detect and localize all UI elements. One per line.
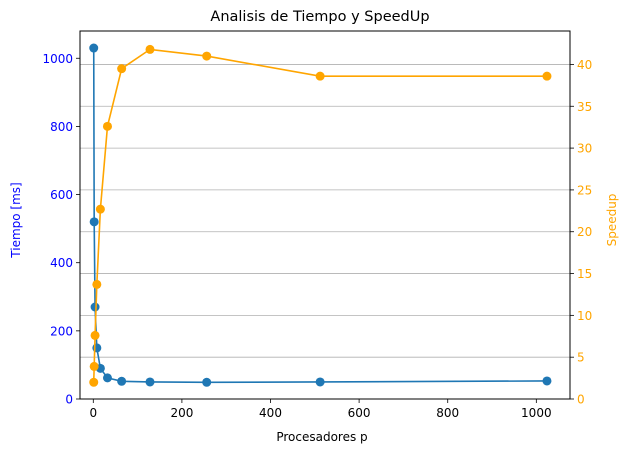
tiempo-point <box>89 43 99 53</box>
speedup-point <box>542 71 552 81</box>
x-axis-label: Procesadores p <box>276 430 367 444</box>
x-tick-label: 800 <box>436 406 459 420</box>
tiempo-line <box>92 48 547 384</box>
x-tick-label: 0 <box>89 406 97 420</box>
right-y-axis-label: Speedup <box>605 194 619 247</box>
grid-layer <box>80 64 570 358</box>
speedup-point <box>315 71 325 81</box>
speedup-line <box>92 48 547 383</box>
left-y-axis: 0 200 400 600 800 1000 <box>42 52 80 407</box>
tiempo-point <box>92 343 102 353</box>
tiempo-point <box>90 302 100 312</box>
x-tick-label: 200 <box>170 406 193 420</box>
speedup-point <box>89 361 99 371</box>
right-y-tick-label: 5 <box>577 351 585 365</box>
tiempo-point <box>89 217 99 227</box>
left-y-tick-label: 800 <box>50 120 73 134</box>
tiempo-point <box>315 377 325 387</box>
left-y-axis-label: Tiempo [ms] <box>9 182 23 258</box>
speedup-point <box>89 377 99 387</box>
left-y-tick-label: 400 <box>50 256 73 270</box>
chart-title: Analisis de Tiempo y SpeedUp <box>210 9 429 25</box>
left-y-tick-label: 600 <box>50 188 73 202</box>
plot-frame <box>79 30 571 400</box>
speedup-point <box>117 64 127 74</box>
tiempo-point <box>145 377 155 387</box>
right-y-tick-label: 0 <box>577 393 585 407</box>
left-y-tick-label: 0 <box>65 393 73 407</box>
speedup-point <box>90 330 100 340</box>
x-tick-label: 600 <box>348 406 371 420</box>
x-tick-label: 1000 <box>521 406 552 420</box>
speedup-point <box>102 121 112 131</box>
speedup-point <box>92 279 102 289</box>
tiempo-point <box>102 373 112 383</box>
x-tick-label: 400 <box>259 406 282 420</box>
x-axis: 0 200 400 600 800 1000 <box>89 399 552 420</box>
right-y-axis: 0 5 10 15 20 25 30 35 40 <box>570 58 592 407</box>
right-y-tick-label: 25 <box>577 183 592 197</box>
right-y-tick-label: 10 <box>577 309 592 323</box>
speedup-point <box>95 204 105 214</box>
tiempo-point <box>202 377 212 387</box>
left-y-tick-label: 1000 <box>42 52 73 66</box>
series-layer <box>89 43 552 387</box>
tiempo-point <box>117 376 127 386</box>
speedup-point <box>202 51 212 61</box>
right-y-tick-label: 20 <box>577 225 592 239</box>
right-y-tick-label: 15 <box>577 267 592 281</box>
left-y-tick-label: 200 <box>50 324 73 338</box>
speedup-point <box>145 44 155 54</box>
right-y-tick-label: 40 <box>577 58 592 72</box>
right-y-tick-label: 30 <box>577 142 592 156</box>
tiempo-point <box>542 376 552 386</box>
right-y-tick-label: 35 <box>577 100 592 114</box>
